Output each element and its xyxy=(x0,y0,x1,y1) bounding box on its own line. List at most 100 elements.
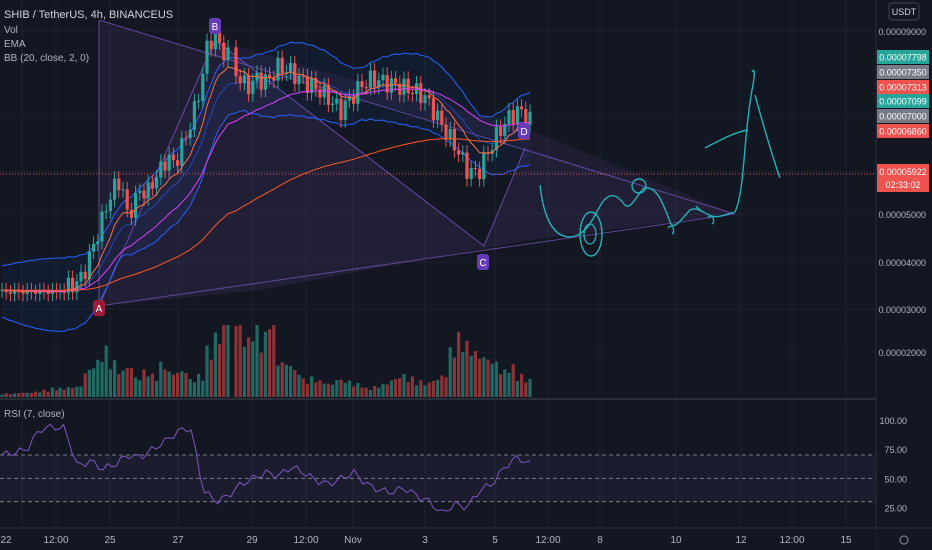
candle-body[interactable] xyxy=(34,291,38,294)
candle-body[interactable] xyxy=(507,110,511,125)
candle-body[interactable] xyxy=(301,75,305,77)
candle-body[interactable] xyxy=(410,93,414,95)
candle-body[interactable] xyxy=(377,80,381,87)
candle-body[interactable] xyxy=(520,106,524,110)
candle-body[interactable] xyxy=(75,281,79,293)
candle-body[interactable] xyxy=(176,160,180,166)
candle-body[interactable] xyxy=(251,80,255,95)
currency-button[interactable]: USDT xyxy=(888,2,920,21)
candle-body[interactable] xyxy=(482,152,486,180)
candle-body[interactable] xyxy=(121,189,125,191)
panel-separator[interactable] xyxy=(0,398,876,400)
candle-body[interactable] xyxy=(461,152,465,155)
candle-body[interactable] xyxy=(360,81,364,88)
candle-body[interactable] xyxy=(197,101,201,103)
candle-body[interactable] xyxy=(108,199,112,212)
candle-body[interactable] xyxy=(83,271,87,279)
candle-body[interactable] xyxy=(25,290,29,294)
candle-body[interactable] xyxy=(100,211,104,242)
candle-body[interactable] xyxy=(142,190,146,199)
candle-body[interactable] xyxy=(125,189,129,210)
indicator-vol[interactable]: Vol xyxy=(4,25,18,36)
candle-body[interactable] xyxy=(159,161,163,178)
candle-body[interactable] xyxy=(494,126,498,151)
candle-body[interactable] xyxy=(218,32,222,43)
candle-body[interactable] xyxy=(385,74,389,93)
candle-body[interactable] xyxy=(335,98,339,104)
candle-body[interactable] xyxy=(326,85,330,105)
candle-body[interactable] xyxy=(167,154,171,171)
candle-body[interactable] xyxy=(276,57,280,81)
candle-body[interactable] xyxy=(222,42,226,60)
candle-body[interactable] xyxy=(242,75,246,83)
candle-body[interactable] xyxy=(347,96,351,101)
candle-body[interactable] xyxy=(180,137,184,166)
candle-body[interactable] xyxy=(134,192,138,218)
candle-body[interactable] xyxy=(247,75,251,95)
candle-body[interactable] xyxy=(305,76,309,94)
candle-body[interactable] xyxy=(524,109,528,126)
candle-body[interactable] xyxy=(368,70,372,88)
candle-body[interactable] xyxy=(389,78,393,93)
candle-body[interactable] xyxy=(440,110,444,125)
candle-body[interactable] xyxy=(436,110,440,121)
candle-body[interactable] xyxy=(138,190,142,193)
candle-body[interactable] xyxy=(171,154,175,161)
candle-body[interactable] xyxy=(310,78,314,94)
candle-body[interactable] xyxy=(473,167,477,170)
candle-body[interactable] xyxy=(515,106,519,125)
candle-body[interactable] xyxy=(4,290,8,293)
candle-body[interactable] xyxy=(356,81,360,104)
candle-body[interactable] xyxy=(503,124,507,137)
candle-body[interactable] xyxy=(66,277,70,293)
candle-body[interactable] xyxy=(465,152,469,179)
candle-body[interactable] xyxy=(255,72,259,81)
candle-body[interactable] xyxy=(297,75,301,85)
candle-body[interactable] xyxy=(96,241,100,244)
indicator-ema[interactable]: EMA xyxy=(4,39,26,50)
candle-body[interactable] xyxy=(431,98,435,121)
candle-body[interactable] xyxy=(364,87,368,89)
candle-body[interactable] xyxy=(184,137,188,139)
candle-body[interactable] xyxy=(113,178,117,200)
candle-body[interactable] xyxy=(452,129,456,151)
time-axis[interactable] xyxy=(0,528,876,550)
candle-body[interactable] xyxy=(163,161,167,171)
candle-body[interactable] xyxy=(394,78,398,84)
rsi-label[interactable]: RSI (7, close) xyxy=(4,409,65,420)
candle-body[interactable] xyxy=(213,32,217,50)
candle-body[interactable] xyxy=(92,243,96,252)
candle-body[interactable] xyxy=(284,72,288,74)
candle-body[interactable] xyxy=(339,98,343,121)
candle-body[interactable] xyxy=(322,85,326,98)
candle-body[interactable] xyxy=(238,76,242,83)
candle-body[interactable] xyxy=(117,178,121,191)
candle-body[interactable] xyxy=(8,292,12,294)
candle-body[interactable] xyxy=(289,63,293,73)
candle-body[interactable] xyxy=(318,89,322,98)
candle-body[interactable] xyxy=(427,95,431,99)
candle-body[interactable] xyxy=(469,167,473,179)
candle-body[interactable] xyxy=(188,129,192,138)
candle-body[interactable] xyxy=(226,47,230,60)
candle-body[interactable] xyxy=(104,211,108,213)
candle-body[interactable] xyxy=(423,95,427,104)
candle-body[interactable] xyxy=(444,124,448,140)
candle-body[interactable] xyxy=(528,111,532,126)
candle-body[interactable] xyxy=(234,47,238,77)
candle-body[interactable] xyxy=(209,40,213,50)
candle-body[interactable] xyxy=(478,169,482,180)
candle-body[interactable] xyxy=(272,77,276,81)
candle-body[interactable] xyxy=(419,83,423,104)
indicator-bb[interactable]: BB (20, close, 2, 0) xyxy=(4,53,89,64)
candle-body[interactable] xyxy=(381,74,385,81)
candle-body[interactable] xyxy=(79,271,83,282)
candle-body[interactable] xyxy=(146,182,150,199)
candle-body[interactable] xyxy=(499,126,503,137)
candle-body[interactable] xyxy=(201,73,205,102)
candle-body[interactable] xyxy=(205,40,209,74)
candle-body[interactable] xyxy=(263,74,267,90)
candle-body[interactable] xyxy=(259,72,263,90)
candle-body[interactable] xyxy=(192,101,196,130)
candle-body[interactable] xyxy=(21,292,25,294)
